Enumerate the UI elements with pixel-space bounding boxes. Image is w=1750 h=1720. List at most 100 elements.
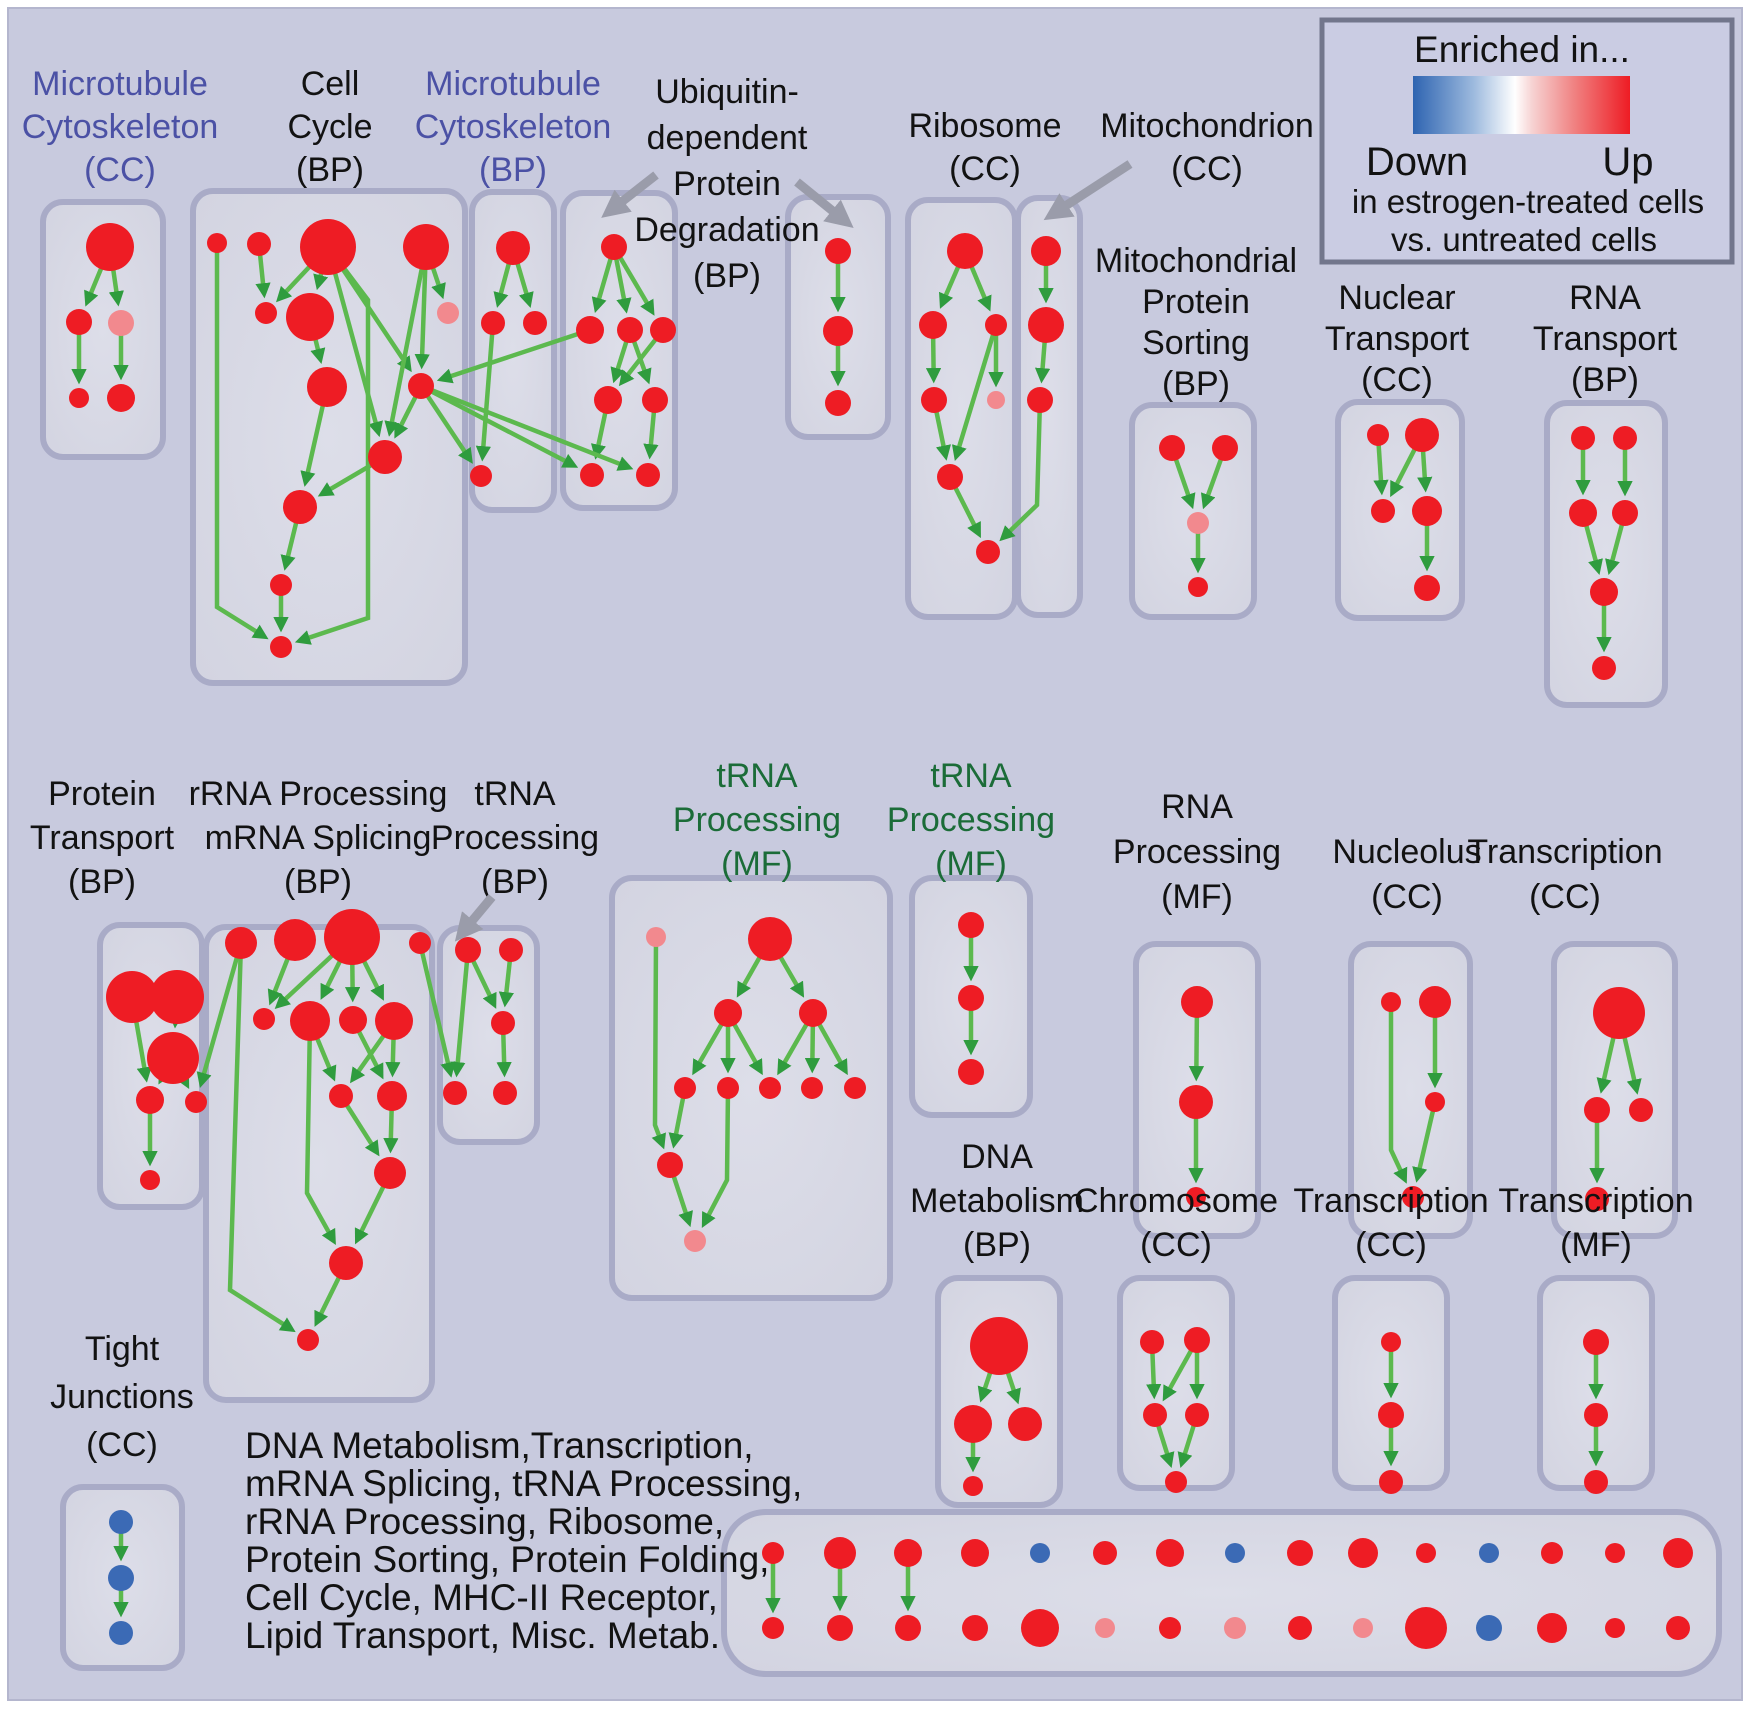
microtubule-cytoskeleton-bp-label-line: Cytoskeleton xyxy=(415,108,612,146)
nucleolus-cc-node-o2 xyxy=(1419,986,1451,1018)
legend: Enriched in... Down Up in estrogen-treat… xyxy=(1319,17,1735,265)
protein-transport-bp-label-line: Transport xyxy=(30,819,175,857)
trna-processing-bp-label-line: Processing xyxy=(431,819,599,857)
shared-terms-annotation-line: Protein Sorting, Protein Folding, xyxy=(245,1539,769,1580)
transcription-mf-node-z1 xyxy=(1583,1329,1609,1355)
rrna-processing-mrna-splicing-bp-node-rr1 xyxy=(225,927,257,959)
edge-o3-to-o4 xyxy=(1412,1101,1438,1183)
trna-processing-bp-node-t1 xyxy=(455,937,481,963)
nucleolus-cc-node-o4 xyxy=(1402,1186,1424,1208)
microtubule-cytoskeleton-cc-label-line: Cytoskeleton xyxy=(22,108,219,146)
edge-r3-to-r6 xyxy=(951,324,999,462)
protein-transport-bp-label-line: Protein xyxy=(48,775,156,813)
nuclear-transport-cc-node-q5 xyxy=(1414,575,1440,601)
nucleolus-cc-node-o3 xyxy=(1425,1092,1445,1112)
nuclear-transport-cc-label-line: Nuclear xyxy=(1338,279,1455,317)
protein-transport-bp-node-pt3 xyxy=(147,1032,199,1084)
misc-shared-terms-node-sA10 xyxy=(1348,1538,1378,1568)
trna-processing-mf-1-node-g2 xyxy=(748,917,792,961)
protein-transport-bp-node-pt6 xyxy=(140,1170,160,1190)
ribosome-cc-node-r1 xyxy=(947,233,983,269)
trna-processing-mf-2-label-line: tRNA xyxy=(930,757,1012,795)
protein-transport-bp-node-pt2 xyxy=(150,970,204,1024)
trna-processing-mf-1-node-g6 xyxy=(717,1077,739,1099)
rna-transport-bp-node-s6 xyxy=(1592,656,1616,680)
ubiquitin-degradation-bp-1-node-u5 xyxy=(594,386,622,414)
transcription-cc-2-label-line: (CC) xyxy=(1355,1226,1427,1264)
ubiquitin-degradation-bp-2-node-v3 xyxy=(825,390,851,416)
misc-shared-terms-node-sA13 xyxy=(1541,1542,1563,1564)
trna-processing-mf-1-node-g10 xyxy=(657,1152,683,1178)
rrna-processing-mrna-splicing-bp-node-rr7 xyxy=(339,1006,367,1034)
tight-junctions-cc-label-line: Tight xyxy=(85,1330,160,1368)
ubiquitin-degradation-bp-1-label-line: Ubiquitin- xyxy=(655,73,799,111)
trna-processing-mf-1-node-g8 xyxy=(801,1077,823,1099)
edge-rr1-to-rr13 xyxy=(227,942,296,1333)
cell-cycle-bp-node-c8 xyxy=(307,367,347,407)
dna-metabolism-bp-label-line: Metabolism xyxy=(910,1182,1084,1220)
nuclear-transport-cc-box xyxy=(1335,399,1465,621)
cell-cycle-bp-label-line: Cell xyxy=(301,65,360,103)
nuclear-transport-cc-node-q3 xyxy=(1371,499,1395,523)
dna-metabolism-bp-node-d3 xyxy=(1008,1407,1042,1441)
trna-processing-mf-1-node-g11 xyxy=(684,1230,706,1252)
trna-processing-mf-1-node-g1 xyxy=(646,927,666,947)
microtubule-cytoskeleton-cc-node-a5 xyxy=(107,384,135,412)
chromosome-cc-node-k3 xyxy=(1143,1403,1167,1427)
microtubule-cytoskeleton-bp-node-m4 xyxy=(470,465,492,487)
shared-terms-annotation-line: rRNA Processing, Ribosome, xyxy=(245,1501,724,1542)
trna-processing-bp-label-line: tRNA xyxy=(474,775,556,813)
cell-cycle-bp-node-c12 xyxy=(270,574,292,596)
edge-c9-to-m4 xyxy=(419,384,473,464)
legend-up-label: Up xyxy=(1602,140,1653,184)
misc-shared-terms-node-sB7 xyxy=(1159,1617,1181,1639)
microtubule-cytoskeleton-cc-label-line: Microtubule xyxy=(32,65,208,103)
rna-transport-bp-node-s2 xyxy=(1613,426,1637,450)
microtubule-cytoskeleton-bp-node-m1 xyxy=(496,231,530,265)
cell-cycle-bp-label-line: Cycle xyxy=(287,108,372,146)
rrna-processing-mrna-splicing-bp-node-rr4 xyxy=(409,932,431,954)
rrna-processing-mrna-splicing-bp-node-rr10 xyxy=(377,1081,407,1111)
transcription-cc-1-box xyxy=(1551,941,1678,1239)
edge-g6-to-g11 xyxy=(701,1087,731,1229)
transcription-mf-label-line: (MF) xyxy=(1560,1226,1632,1264)
mitochondrial-protein-sorting-bp-node-p3 xyxy=(1187,512,1209,534)
rna-processing-mf-label-line: RNA xyxy=(1161,788,1233,826)
ubiquitin-degradation-bp-1-label-line: dependent xyxy=(647,119,808,157)
rna-processing-mf-node-n3 xyxy=(1186,1187,1206,1207)
legend-subtitle-2: vs. untreated cells xyxy=(1391,221,1657,258)
rna-processing-mf-node-n1 xyxy=(1181,986,1213,1018)
mitochondrial-protein-sorting-bp-node-p2 xyxy=(1212,435,1238,461)
cell-cycle-bp-node-c10 xyxy=(368,440,402,474)
legend-gradient-bar xyxy=(1413,76,1630,134)
transcription-mf-node-z3 xyxy=(1584,1470,1608,1494)
edge-c9-to-u7 xyxy=(419,384,579,468)
ribosome-cc-node-r4 xyxy=(921,387,947,413)
dna-metabolism-bp-label-line: (BP) xyxy=(963,1226,1031,1264)
cell-cycle-bp-node-c11 xyxy=(283,490,317,524)
transcription-cc-2-label-line: Transcription xyxy=(1293,1182,1488,1220)
rrna-processing-mrna-splicing-bp-label-line: mRNA Splicing xyxy=(205,819,432,857)
misc-shared-terms-node-sB6 xyxy=(1095,1618,1115,1638)
rrna-processing-mrna-splicing-bp-node-rr12 xyxy=(329,1246,363,1280)
misc-shared-terms-node-sA7 xyxy=(1156,1539,1184,1567)
trna-bp-arrow xyxy=(454,894,496,942)
mitochondrial-protein-sorting-bp-label-line: Mitochondrial xyxy=(1095,242,1297,280)
rna-transport-bp-node-s1 xyxy=(1571,426,1595,450)
mitochondrial-protein-sorting-bp-label-line: Protein xyxy=(1142,283,1250,321)
rrna-processing-mrna-splicing-bp-node-rr11 xyxy=(374,1157,406,1189)
rna-processing-mf-node-n2 xyxy=(1179,1085,1213,1119)
microtubule-cytoskeleton-bp-label-line: Microtubule xyxy=(425,65,601,103)
misc-shared-terms-node-sB4 xyxy=(962,1615,988,1641)
mitochondrion-cc-label-line: (CC) xyxy=(1171,150,1243,188)
dna-metabolism-bp-node-d1 xyxy=(970,1317,1028,1375)
shared-terms-annotation-line: mRNA Splicing, tRNA Processing, xyxy=(245,1463,802,1504)
tight-junctions-cc-node-j2 xyxy=(108,1565,134,1591)
ribosome-cc-node-r6 xyxy=(937,464,963,490)
microtubule-cytoskeleton-cc-node-a2 xyxy=(66,309,92,335)
edge-w3-to-r7 xyxy=(999,399,1043,542)
chromosome-cc-node-k5 xyxy=(1165,1471,1187,1493)
dna-metabolism-bp-node-d4 xyxy=(963,1476,983,1496)
trna-processing-mf-2-label-line: (MF) xyxy=(935,845,1007,883)
